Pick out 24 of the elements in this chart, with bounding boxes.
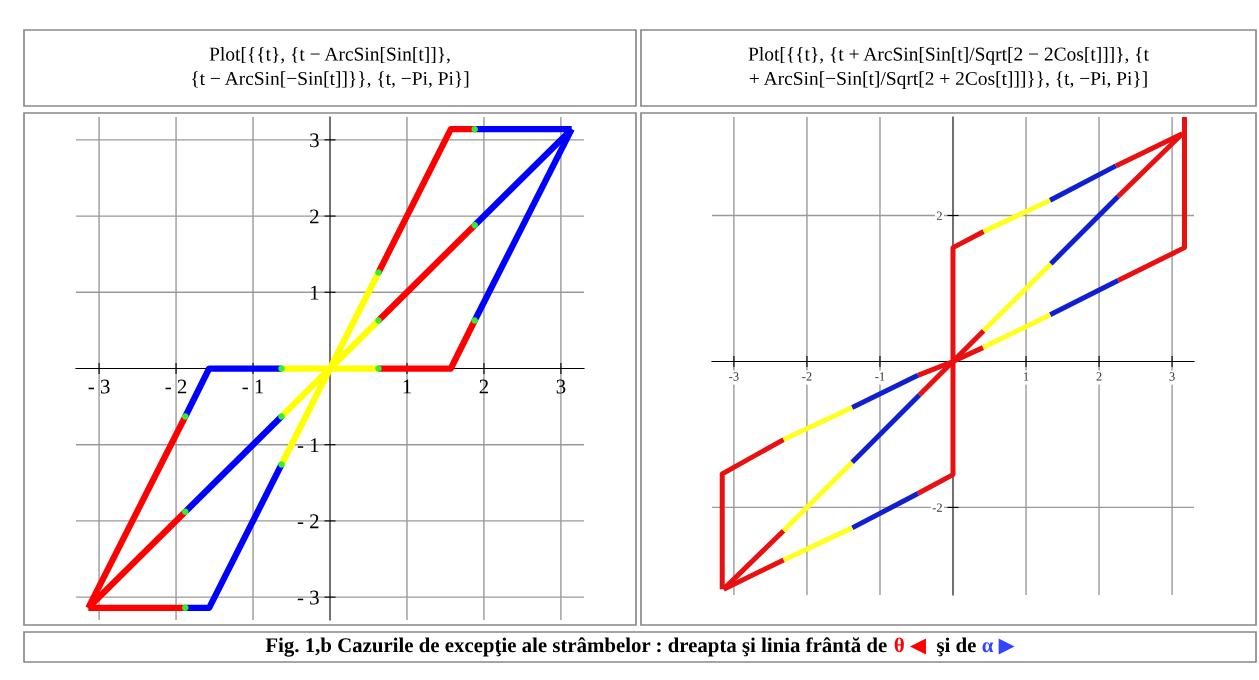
caption: Fig. 1,b Cazurile de excepţie ale strâmbelor : dreapta şi linia frântă de <box>265 637 887 657</box>
y-tick-label: 1 <box>311 285 319 300</box>
x-tick-label: 2 <box>1096 372 1102 381</box>
x-tick-label: -1 <box>875 372 885 381</box>
x-tick-label: 1 <box>403 379 411 394</box>
chart-title: Plot[{{t}, {t + ArcSin[Sin[t]/Sqrt[2 − 2Cos[t]]]}, {t + ArcSin[−Sin[t]/Sqrt[2 + 2Cos[t]]]}}, {t, −Pi, Pi}] <box>748 46 1149 90</box>
chart-title: Plot[{{t}, {t − ArcSin[Sin[t]]}, {t − ArcSin[−Sin[t]]}}, {t, −Pi, Pi}] <box>192 46 469 88</box>
x-tick-label: - 1 <box>242 379 264 394</box>
text: şi de <box>937 637 976 657</box>
y-tick-label: - 1 <box>297 438 319 452</box>
x-tick-label: 3 <box>556 379 566 394</box>
y-tick-label: - 3 <box>297 590 319 605</box>
y-tick-label: - 2 <box>297 514 319 529</box>
x-tick-label: 2 <box>479 379 488 394</box>
x-tick-label: - 2 <box>165 379 187 394</box>
text: α ▶ <box>982 638 1015 655</box>
y-tick-label: 2 <box>310 209 319 224</box>
y-tick-label: 3 <box>310 133 319 148</box>
text: θ ◀ <box>894 637 926 655</box>
x-tick-label: -2 <box>802 372 812 381</box>
x-tick-label: -3 <box>729 372 739 381</box>
x-tick-label: 3 <box>1169 372 1175 381</box>
x-tick-label: 1 <box>1024 372 1029 381</box>
x-tick-label: - 3 <box>88 379 110 394</box>
